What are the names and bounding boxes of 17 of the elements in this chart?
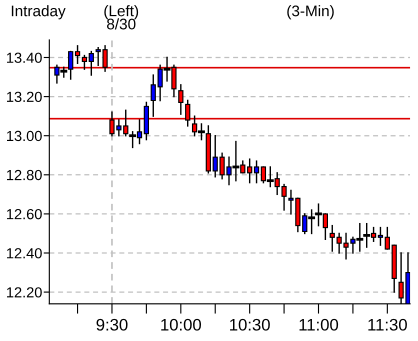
y-tick-label: 12.80	[7, 170, 42, 180]
y-tick-label: 12.60	[7, 209, 42, 220]
y-tick-label: 12.20	[7, 287, 42, 298]
y-tick-label: 13.00	[7, 130, 42, 142]
x-tick-label: 11:30	[368, 318, 407, 331]
candlestick	[185, 100, 190, 127]
y-tick-label: 13.40	[7, 52, 42, 63]
y-tick-label: 13.20	[7, 92, 42, 102]
x-tick-label: 10:30	[230, 318, 270, 331]
candlestick	[178, 84, 184, 115]
text: (Left) 8/30	[104, 5, 138, 30]
x-tick-label: 11:00	[300, 318, 338, 331]
x-tick-label: 10:00	[161, 318, 202, 331]
text: (3-Min)	[287, 5, 334, 20]
chart-title: Intraday	[12, 5, 66, 20]
x-tick-label: 9:30	[96, 318, 128, 331]
y-tick-label: 12.40	[7, 248, 42, 258]
